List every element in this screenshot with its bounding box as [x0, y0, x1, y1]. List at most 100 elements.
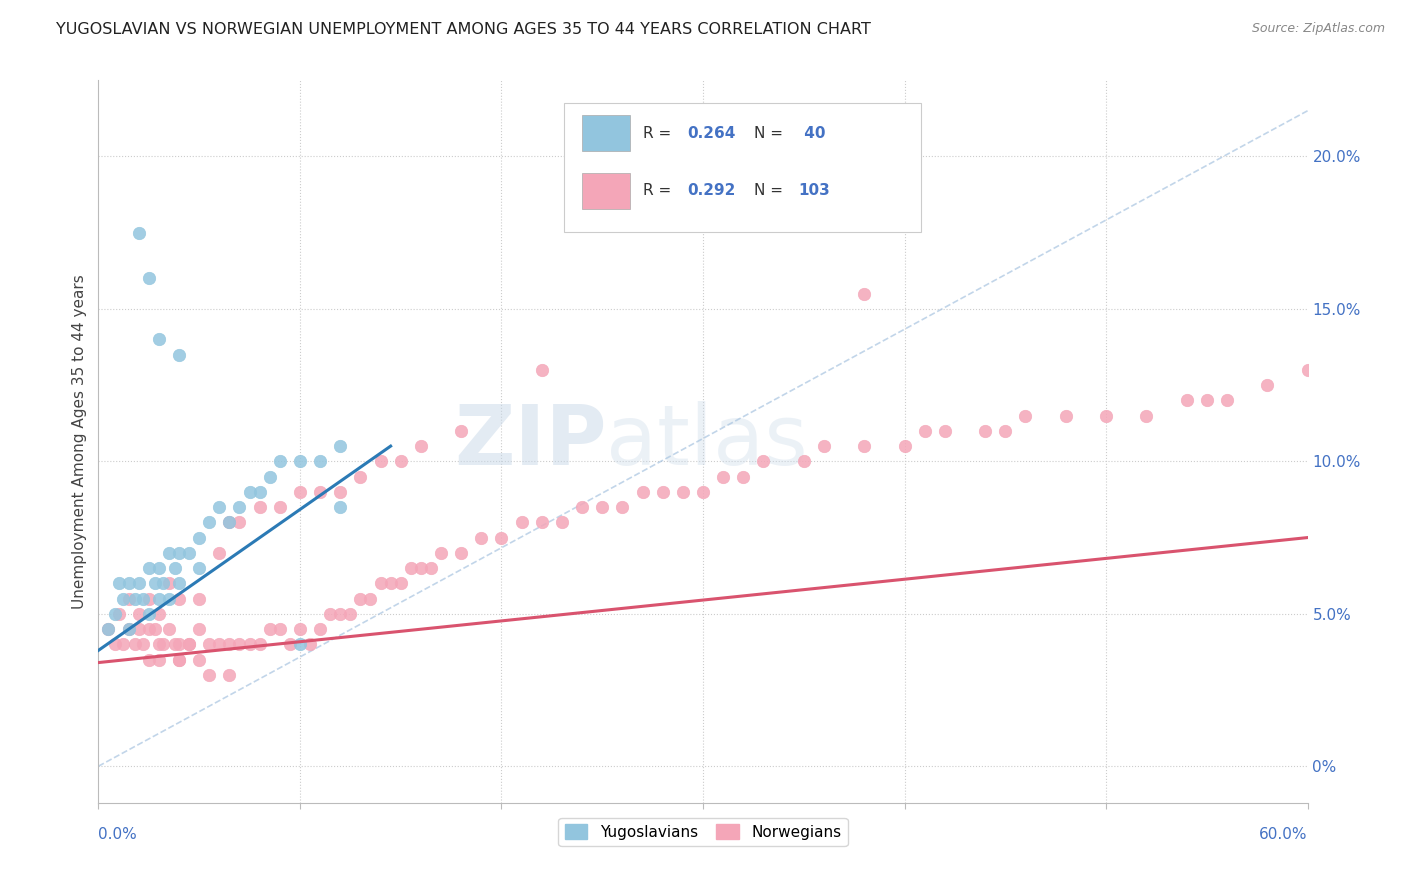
Norwegians — [399, 561, 422, 575]
Yugoslavians — [138, 607, 160, 621]
Yugoslavians — [329, 500, 352, 514]
Yugoslavians — [118, 622, 141, 636]
Norwegians — [309, 622, 332, 636]
Yugoslavians — [249, 484, 271, 499]
Norwegians — [239, 637, 262, 651]
Norwegians — [143, 622, 166, 636]
Yugoslavians — [128, 576, 150, 591]
Norwegians — [1195, 393, 1218, 408]
Norwegians — [672, 484, 695, 499]
Norwegians — [208, 637, 231, 651]
Yugoslavians — [228, 500, 250, 514]
Yugoslavians — [157, 591, 180, 606]
Norwegians — [530, 516, 553, 530]
Norwegians — [269, 500, 291, 514]
Yugoslavians — [309, 454, 332, 468]
Norwegians — [530, 363, 553, 377]
Norwegians — [228, 637, 250, 651]
Norwegians — [167, 591, 190, 606]
Norwegians — [974, 424, 997, 438]
Norwegians — [1216, 393, 1239, 408]
Norwegians — [152, 637, 174, 651]
Text: R =: R = — [643, 184, 676, 198]
Text: N =: N = — [754, 126, 787, 141]
Norwegians — [1054, 409, 1077, 423]
Text: R =: R = — [643, 126, 676, 141]
Norwegians — [409, 439, 432, 453]
Norwegians — [103, 637, 125, 651]
Norwegians — [551, 516, 574, 530]
Norwegians — [97, 622, 120, 636]
Norwegians — [148, 637, 170, 651]
Text: 60.0%: 60.0% — [1260, 827, 1308, 842]
Norwegians — [179, 637, 201, 651]
Norwegians — [380, 576, 402, 591]
Yugoslavians — [152, 576, 174, 591]
Norwegians — [752, 454, 775, 468]
Norwegians — [470, 531, 492, 545]
Norwegians — [132, 637, 155, 651]
Norwegians — [1014, 409, 1036, 423]
Text: ZIP: ZIP — [454, 401, 606, 482]
Yugoslavians — [118, 576, 141, 591]
Norwegians — [157, 622, 180, 636]
Norwegians — [157, 576, 180, 591]
Yugoslavians — [179, 546, 201, 560]
Norwegians — [370, 454, 392, 468]
Norwegians — [111, 637, 134, 651]
Norwegians — [1256, 378, 1278, 392]
Text: 0.292: 0.292 — [688, 184, 735, 198]
Yugoslavians — [167, 546, 190, 560]
Norwegians — [259, 622, 281, 636]
Norwegians — [278, 637, 301, 651]
Norwegians — [491, 531, 513, 545]
Norwegians — [288, 622, 311, 636]
Yugoslavians — [167, 576, 190, 591]
Norwegians — [329, 484, 352, 499]
Norwegians — [914, 424, 936, 438]
Norwegians — [420, 561, 443, 575]
Norwegians — [1296, 363, 1319, 377]
Norwegians — [167, 652, 190, 666]
Norwegians — [163, 637, 186, 651]
Norwegians — [249, 500, 271, 514]
Yugoslavians — [138, 561, 160, 575]
Norwegians — [571, 500, 593, 514]
Norwegians — [148, 607, 170, 621]
Norwegians — [853, 439, 876, 453]
Yugoslavians — [239, 484, 262, 499]
Y-axis label: Unemployment Among Ages 35 to 44 years: Unemployment Among Ages 35 to 44 years — [72, 274, 87, 609]
Norwegians — [450, 424, 472, 438]
Norwegians — [188, 622, 211, 636]
Yugoslavians — [167, 348, 190, 362]
Norwegians — [299, 637, 322, 651]
Norwegians — [339, 607, 361, 621]
Norwegians — [631, 484, 654, 499]
Norwegians — [198, 637, 221, 651]
Norwegians — [138, 622, 160, 636]
Yugoslavians — [188, 531, 211, 545]
Norwegians — [450, 546, 472, 560]
Norwegians — [591, 500, 613, 514]
Yugoslavians — [288, 637, 311, 651]
Norwegians — [349, 469, 371, 483]
Norwegians — [179, 637, 201, 651]
Norwegians — [288, 484, 311, 499]
Norwegians — [389, 454, 412, 468]
Text: 0.264: 0.264 — [688, 126, 735, 141]
Norwegians — [813, 439, 835, 453]
Text: Source: ZipAtlas.com: Source: ZipAtlas.com — [1251, 22, 1385, 36]
Norwegians — [148, 652, 170, 666]
Yugoslavians — [208, 500, 231, 514]
Norwegians — [118, 622, 141, 636]
FancyBboxPatch shape — [582, 115, 630, 151]
Norwegians — [124, 637, 146, 651]
Text: atlas: atlas — [606, 401, 808, 482]
Norwegians — [309, 484, 332, 499]
Norwegians — [793, 454, 815, 468]
FancyBboxPatch shape — [564, 103, 921, 232]
Norwegians — [510, 516, 533, 530]
Yugoslavians — [143, 576, 166, 591]
Norwegians — [188, 591, 211, 606]
Yugoslavians — [288, 454, 311, 468]
